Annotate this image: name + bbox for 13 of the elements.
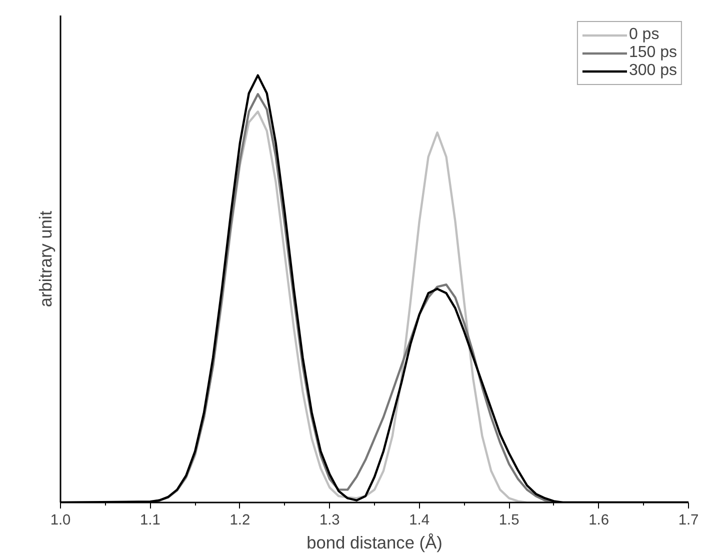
x-tick-label: 1.7 [678, 512, 699, 528]
x-tick-label: 1.3 [319, 512, 340, 528]
x-tick-label: 1.4 [409, 512, 430, 528]
y-axis-title: arbitrary unit [36, 210, 56, 308]
x-tick-label: 1.5 [498, 512, 520, 528]
x-tick-label: 1.1 [140, 512, 160, 528]
x-tick-label: 1.6 [588, 512, 609, 528]
x-axis-title: bond distance (Å) [306, 532, 442, 552]
legend-label: 300 ps [628, 62, 677, 80]
x-tick-label: 1.2 [230, 512, 250, 528]
x-tick-label: 1.0 [50, 512, 71, 528]
legend-label: 150 ps [628, 44, 677, 62]
legend-label: 0 ps [628, 26, 660, 44]
